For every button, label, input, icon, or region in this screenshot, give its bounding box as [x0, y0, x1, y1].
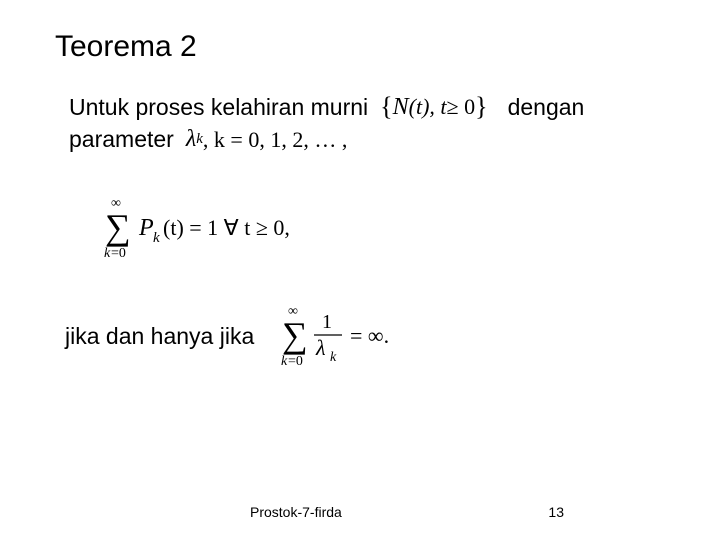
body-line-1: Untuk proses kelahiran murni { N (t), t … — [69, 92, 665, 122]
eq1-P-sub: k — [153, 230, 160, 246]
eq2-frac-lambda: λ — [315, 335, 326, 360]
math-geq0: ≥ 0 — [447, 94, 476, 120]
eq2-sum-bot-k: k — [281, 354, 288, 369]
eq2-rhs: = ∞. — [350, 323, 389, 348]
math-t-part: (t), t — [409, 94, 447, 120]
eq2-frac-sub: k — [330, 350, 337, 365]
eq2-sum-bot-eq: =0 — [288, 354, 303, 369]
math-param-tail: , k = 0, 1, 2, … , — [203, 127, 347, 153]
slide-title: Teorema 2 — [55, 30, 665, 64]
eq1-sum-bot-k: k — [104, 246, 111, 261]
math-lambda-sub: k — [196, 131, 203, 148]
eq1-svg: ∞ ∑ k =0 P k (t) = 1 ∀ t ≥ 0, — [97, 195, 357, 261]
equation-1: ∞ ∑ k =0 P k (t) = 1 ∀ t ≥ 0, — [97, 195, 665, 261]
eq2-svg: ∞ ∑ k =0 1 λ k = ∞. — [274, 303, 434, 369]
math-lambda: λ — [186, 126, 196, 153]
footer-source: Prostok-7-firda — [250, 504, 342, 520]
brace-open: { — [380, 92, 392, 122]
slide: Teorema 2 Untuk proses kelahiran murni {… — [0, 0, 720, 540]
body-line-2: parameter λ k , k = 0, 1, 2, … , — [69, 126, 665, 153]
brace-close: } — [475, 92, 487, 122]
text-phrase-3: parameter — [69, 126, 174, 153]
math-N: N — [393, 94, 409, 121]
eq1-sum-sym: ∑ — [105, 207, 131, 247]
eq2-sum-sym: ∑ — [282, 315, 308, 355]
text-phrase-4: jika dan hanya jika — [65, 323, 254, 350]
eq1-sum-bot-eq: =0 — [111, 246, 126, 261]
eq2-frac-top: 1 — [322, 311, 332, 333]
eq1-tail: (t) = 1 ∀ t ≥ 0, — [163, 215, 290, 240]
text-phrase-1: Untuk proses kelahiran murni — [69, 94, 368, 121]
eq1-P: P — [138, 215, 154, 241]
text-phrase-2: dengan — [508, 94, 585, 121]
footer-page-number: 13 — [548, 504, 564, 520]
body-line-3: jika dan hanya jika ∞ ∑ k =0 1 λ k = ∞. — [65, 303, 665, 369]
